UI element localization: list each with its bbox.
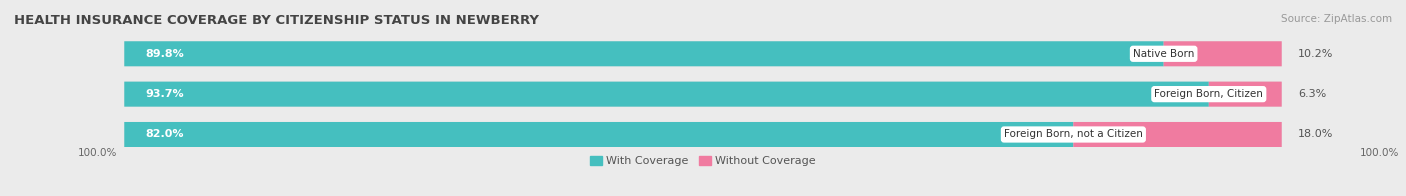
Text: 6.3%: 6.3% xyxy=(1298,89,1326,99)
Text: 82.0%: 82.0% xyxy=(145,130,183,140)
Text: Foreign Born, Citizen: Foreign Born, Citizen xyxy=(1154,89,1263,99)
FancyBboxPatch shape xyxy=(124,82,1282,107)
Text: 89.8%: 89.8% xyxy=(145,49,184,59)
Text: 10.2%: 10.2% xyxy=(1298,49,1334,59)
FancyBboxPatch shape xyxy=(124,41,1164,66)
Text: HEALTH INSURANCE COVERAGE BY CITIZENSHIP STATUS IN NEWBERRY: HEALTH INSURANCE COVERAGE BY CITIZENSHIP… xyxy=(14,14,538,27)
FancyBboxPatch shape xyxy=(124,41,1282,66)
Text: Foreign Born, not a Citizen: Foreign Born, not a Citizen xyxy=(1004,130,1143,140)
FancyBboxPatch shape xyxy=(124,122,1073,147)
Text: 93.7%: 93.7% xyxy=(145,89,184,99)
FancyBboxPatch shape xyxy=(1073,122,1282,147)
FancyBboxPatch shape xyxy=(124,82,1209,107)
FancyBboxPatch shape xyxy=(1164,41,1282,66)
Legend: With Coverage, Without Coverage: With Coverage, Without Coverage xyxy=(591,156,815,166)
Text: Native Born: Native Born xyxy=(1133,49,1194,59)
Text: Source: ZipAtlas.com: Source: ZipAtlas.com xyxy=(1281,14,1392,24)
Text: 100.0%: 100.0% xyxy=(77,148,118,158)
Text: 100.0%: 100.0% xyxy=(1360,148,1399,158)
FancyBboxPatch shape xyxy=(1209,82,1282,107)
FancyBboxPatch shape xyxy=(124,122,1282,147)
Text: 18.0%: 18.0% xyxy=(1298,130,1334,140)
